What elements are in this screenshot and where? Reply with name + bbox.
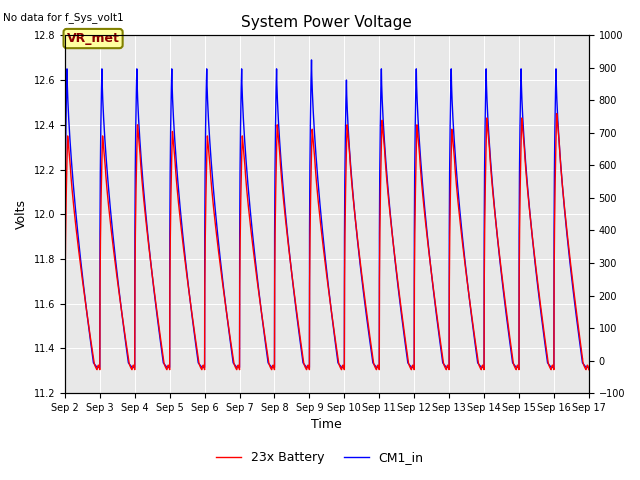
23x Battery: [399, 319, 407, 324]
Line: 23x Battery: 23x Battery: [65, 114, 589, 370]
CM1_in: [399, 324, 407, 329]
23x Battery: [583, 363, 591, 369]
CM1_in: [585, 364, 593, 370]
Line: CM1_in: CM1_in: [65, 60, 589, 367]
23x Battery: [585, 367, 593, 372]
23x Battery: [168, 168, 175, 173]
Text: No data for f_Sys_volt1: No data for f_Sys_volt1: [3, 12, 124, 23]
23x Battery: [553, 111, 561, 117]
Legend: 23x Battery, CM1_in: 23x Battery, CM1_in: [211, 446, 429, 469]
23x Battery: [61, 367, 68, 372]
CM1_in: [61, 364, 68, 370]
CM1_in: [168, 79, 175, 85]
X-axis label: Time: Time: [312, 419, 342, 432]
23x Battery: [474, 353, 481, 359]
Title: System Power Voltage: System Power Voltage: [241, 15, 412, 30]
CM1_in: [308, 57, 316, 63]
CM1_in: [257, 306, 265, 312]
23x Battery: [257, 306, 265, 312]
CM1_in: [173, 168, 180, 173]
Y-axis label: Volts: Volts: [15, 199, 28, 229]
Text: VR_met: VR_met: [67, 32, 120, 45]
CM1_in: [474, 358, 481, 363]
23x Battery: [173, 184, 180, 190]
CM1_in: [583, 364, 591, 370]
